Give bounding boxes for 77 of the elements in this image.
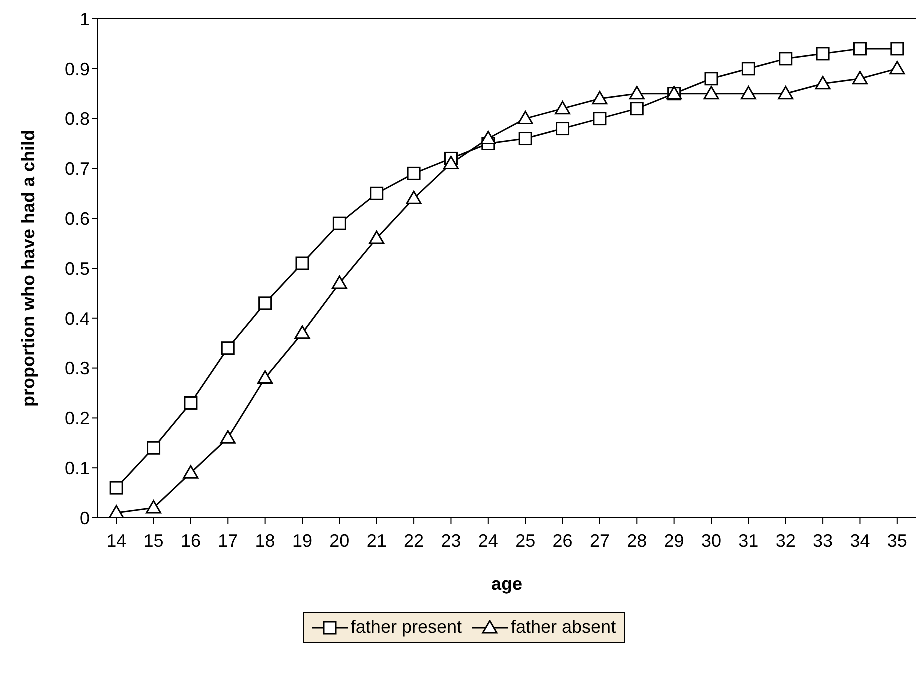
point	[108, 505, 124, 518]
x-tick-label: 15	[144, 530, 164, 551]
legend-label: father absent	[511, 617, 616, 638]
x-tick-label: 32	[776, 530, 796, 551]
x-tick-label: 29	[664, 530, 684, 551]
x-tick-label: 30	[701, 530, 722, 551]
point	[816, 47, 830, 61]
point	[332, 276, 348, 290]
x-tick-label: 17	[218, 530, 238, 551]
point	[146, 500, 162, 514]
point	[296, 256, 310, 270]
point	[369, 230, 385, 244]
point	[258, 296, 272, 310]
point	[853, 42, 867, 56]
point	[220, 430, 236, 444]
y-tick-label: 0.7	[64, 159, 90, 180]
point	[704, 72, 718, 86]
y-tick-label: 0	[80, 508, 90, 528]
y-tick-label: 0.2	[64, 408, 90, 429]
x-tick-label: 18	[255, 530, 276, 551]
x-tick-label: 33	[813, 530, 834, 551]
point	[742, 62, 756, 76]
point	[183, 465, 199, 479]
x-tick-label: 25	[516, 530, 536, 551]
x-tick-label: 23	[441, 530, 462, 551]
legend-label: father present	[350, 617, 462, 638]
point	[704, 86, 720, 100]
x-tick-label: 20	[330, 530, 350, 551]
x-tick-label: 27	[590, 530, 610, 551]
point	[147, 441, 161, 455]
y-tick-label: 0.4	[64, 308, 90, 329]
point	[779, 52, 793, 66]
x-tick-label: 14	[106, 530, 127, 551]
y-tick-label: 0.1	[64, 458, 90, 478]
point	[110, 481, 124, 495]
point	[890, 61, 906, 75]
y-tick-label: 0.6	[64, 208, 90, 229]
point	[778, 86, 794, 100]
point	[518, 132, 532, 146]
point	[890, 42, 904, 56]
x-tick-label: 31	[738, 530, 759, 551]
point	[221, 342, 235, 356]
x-tick-label: 21	[366, 530, 387, 551]
point	[593, 112, 607, 126]
x-tick-label: 19	[292, 530, 313, 551]
x-axis-title: age	[491, 574, 523, 594]
y-tick-label: 1	[80, 9, 90, 30]
point	[518, 111, 534, 125]
x-tick-label: 24	[478, 530, 498, 551]
point	[630, 102, 644, 116]
point	[370, 186, 384, 200]
x-tick-label: 34	[850, 530, 870, 551]
point	[407, 166, 421, 180]
y-tick-label: 0.3	[64, 358, 90, 379]
point	[294, 326, 310, 340]
x-tick-label: 16	[180, 530, 201, 551]
point	[443, 156, 459, 170]
point	[480, 131, 496, 145]
point	[852, 71, 868, 85]
y-tick-label: 0.9	[64, 59, 90, 80]
y-axis-title: proportion who have had a child	[18, 130, 38, 408]
x-tick-label: 35	[887, 530, 908, 551]
point	[184, 396, 198, 410]
point	[629, 86, 645, 100]
y-tick-label: 0.5	[64, 258, 90, 279]
point	[332, 216, 346, 230]
point	[258, 370, 274, 384]
point	[555, 101, 571, 115]
x-tick-label: 28	[627, 530, 648, 551]
point	[592, 91, 608, 105]
point	[740, 86, 756, 100]
point	[815, 76, 831, 90]
x-tick-label: 26	[552, 530, 573, 551]
point	[406, 190, 422, 204]
x-tick-label: 22	[404, 530, 424, 551]
point	[556, 122, 570, 136]
y-tick-label: 0.8	[64, 109, 90, 130]
